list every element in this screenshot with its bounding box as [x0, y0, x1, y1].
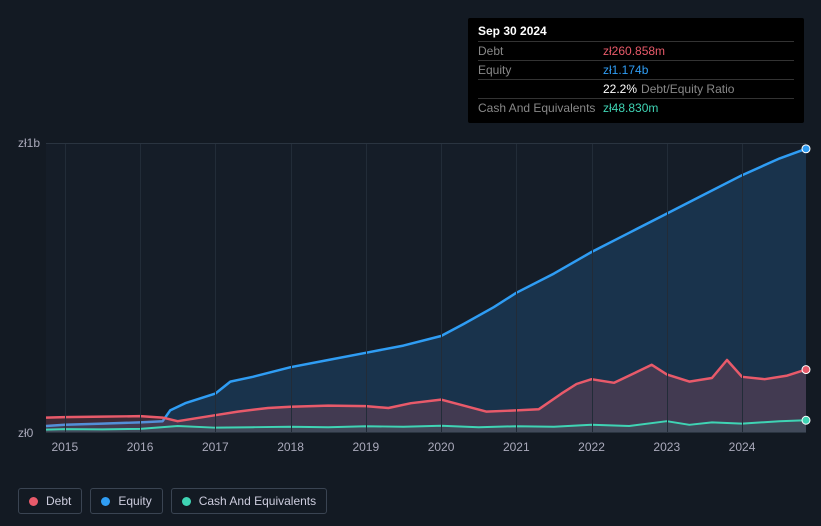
tooltip-value: zł1.174b — [603, 63, 648, 77]
end-marker-debt — [802, 366, 810, 374]
data-tooltip: Sep 30 2024 Debtzł260.858mEquityzł1.174b… — [468, 18, 804, 123]
x-tick: 2020 — [428, 440, 455, 454]
y-tick-bottom: zł0 — [18, 426, 33, 440]
y-tick-top: zł1b — [18, 136, 40, 150]
legend-item-cash-and-equivalents[interactable]: Cash And Equivalents — [171, 488, 327, 514]
end-marker-equity — [802, 145, 810, 153]
x-tick: 2017 — [202, 440, 229, 454]
legend-dot-icon — [182, 497, 191, 506]
x-tick: 2016 — [127, 440, 154, 454]
gridline — [667, 144, 668, 432]
tooltip-ratio-label: Debt/Equity Ratio — [641, 82, 734, 96]
legend-dot-icon — [101, 497, 110, 506]
gridline — [65, 144, 66, 432]
x-tick: 2023 — [653, 440, 680, 454]
end-marker-cash-and-equivalents — [802, 416, 810, 424]
legend-item-equity[interactable]: Equity — [90, 488, 162, 514]
tooltip-label: Debt — [478, 44, 603, 58]
x-tick: 2022 — [578, 440, 605, 454]
gridline — [366, 144, 367, 432]
x-tick: 2024 — [729, 440, 756, 454]
tooltip-value: 22.2% — [603, 82, 637, 96]
tooltip-label: Cash And Equivalents — [478, 101, 603, 115]
gridline — [215, 144, 216, 432]
gridline — [291, 144, 292, 432]
x-tick: 2021 — [503, 440, 530, 454]
tooltip-row: Debtzł260.858m — [478, 41, 794, 60]
tooltip-date: Sep 30 2024 — [478, 24, 794, 38]
x-tick: 2015 — [51, 440, 78, 454]
legend: Debt Equity Cash And Equivalents — [18, 488, 327, 514]
tooltip-row: Cash And Equivalentszł48.830m — [478, 98, 794, 117]
tooltip-row: 22.2% Debt/Equity Ratio — [478, 79, 794, 98]
x-tick: 2019 — [352, 440, 379, 454]
tooltip-label — [478, 82, 603, 96]
legend-dot-icon — [29, 497, 38, 506]
legend-item-debt[interactable]: Debt — [18, 488, 82, 514]
gridline — [742, 144, 743, 432]
tooltip-value: zł48.830m — [603, 101, 658, 115]
tooltip-label: Equity — [478, 63, 603, 77]
financials-chart: zł1b zł0 2015 2016 2017 2018 2019 2020 2021 202… — [18, 125, 808, 480]
x-axis: 2015 2016 2017 2018 2019 2020 2021 2022 2023 2024 — [46, 440, 806, 460]
plot-area[interactable] — [46, 143, 806, 433]
gridline — [592, 144, 593, 432]
tooltip-row: Equityzł1.174b — [478, 60, 794, 79]
gridline — [516, 144, 517, 432]
legend-label: Cash And Equivalents — [199, 494, 316, 508]
gridline — [140, 144, 141, 432]
legend-label: Debt — [46, 494, 71, 508]
tooltip-value: zł260.858m — [603, 44, 665, 58]
x-tick: 2018 — [277, 440, 304, 454]
legend-label: Equity — [118, 494, 151, 508]
gridline — [441, 144, 442, 432]
